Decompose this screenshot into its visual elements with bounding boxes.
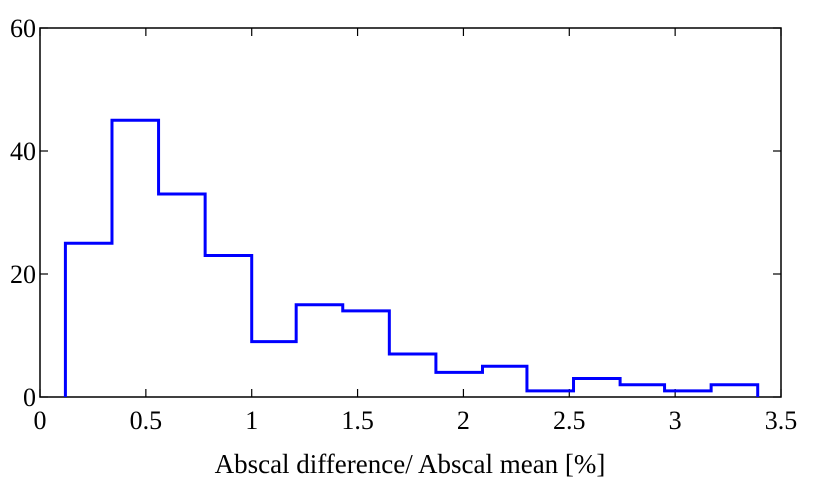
histogram-bin <box>574 379 621 397</box>
histogram-bin <box>65 243 112 397</box>
x-axis-title: Abscal difference/ Abscal mean [%] <box>215 449 606 479</box>
x-tick-label: 0.5 <box>130 406 163 435</box>
histogram-bin <box>711 385 758 397</box>
x-axis-tick-labels: 0 0.5 1 1.5 2 2.5 3 3.5 <box>34 406 798 435</box>
x-axis-ticks <box>39 28 782 397</box>
histogram-outline <box>63 118 760 397</box>
y-tick-label: 40 <box>10 137 36 166</box>
y-axis-tick-labels: 0 20 40 60 <box>10 14 36 412</box>
x-tick-label: 1.5 <box>341 406 374 435</box>
histogram-bin <box>482 366 526 397</box>
x-tick-label: 2.5 <box>553 406 586 435</box>
y-tick-label: 0 <box>23 383 36 412</box>
histogram-bin <box>296 305 343 397</box>
histogram-bin <box>252 342 296 397</box>
x-tick-label: 3 <box>669 406 682 435</box>
x-tick-label: 2 <box>457 406 470 435</box>
histogram-bin <box>205 256 252 397</box>
histogram-bin <box>112 120 159 397</box>
histogram-bin <box>389 354 436 397</box>
x-tick-label: 3.5 <box>765 406 798 435</box>
x-tick-label: 1 <box>245 406 258 435</box>
histogram-bins <box>65 120 757 397</box>
y-axis-ticks <box>40 27 781 398</box>
histogram-bin <box>620 385 664 397</box>
histogram-bin <box>343 311 390 397</box>
histogram-bin <box>436 372 483 397</box>
axes-frame <box>39 27 782 398</box>
y-tick-label: 60 <box>10 14 36 43</box>
histogram-bin <box>159 194 206 397</box>
y-tick-label: 20 <box>10 260 36 289</box>
x-tick-label: 0 <box>34 406 47 435</box>
